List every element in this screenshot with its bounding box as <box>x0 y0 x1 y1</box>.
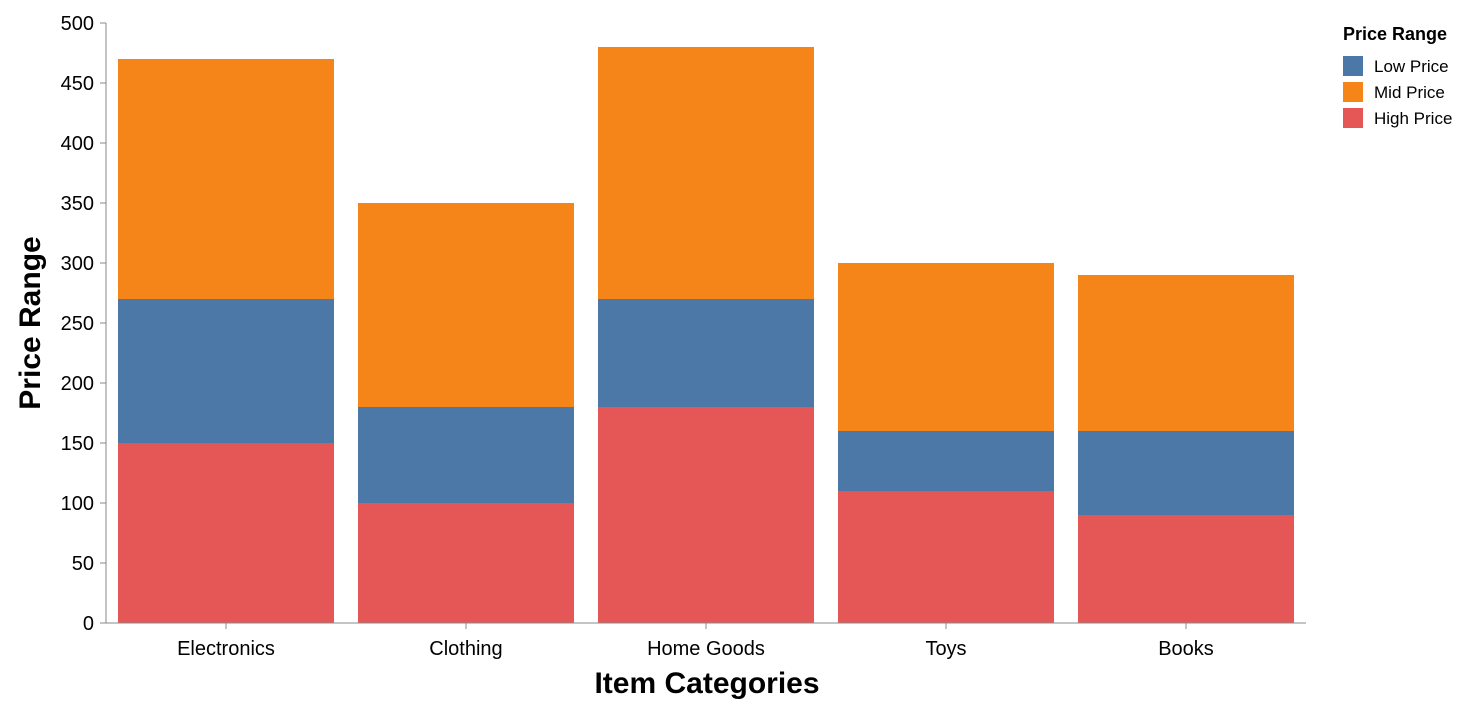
x-axis: Electronics Clothing Home Goods Toys Books <box>106 622 1306 660</box>
y-tick-label: 200 <box>61 373 94 395</box>
y-tick-label: 50 <box>72 553 94 575</box>
y-tick-label: 150 <box>61 433 94 455</box>
x-tick-label: Toys <box>925 638 966 660</box>
legend-label: Low Price <box>1374 57 1449 76</box>
bar-low-price-toys <box>838 431 1054 491</box>
bar-high-price-clothing <box>358 503 574 623</box>
bar-low-price-home-goods <box>598 299 814 407</box>
legend-label: High Price <box>1374 109 1452 128</box>
x-tick-label: Clothing <box>429 638 502 660</box>
bars-layer <box>118 47 1294 623</box>
x-tick-label: Books <box>1158 638 1214 660</box>
legend-swatch <box>1343 82 1363 102</box>
legend: Price Range Low Price Mid Price High Price <box>1343 24 1452 128</box>
bar-mid-price-electronics <box>118 59 334 299</box>
y-tick-label: 0 <box>83 613 94 635</box>
bar-low-price-electronics <box>118 299 334 443</box>
y-tick-label: 350 <box>61 193 94 215</box>
y-tick-label: 100 <box>61 493 94 515</box>
y-tick-label: 250 <box>61 313 94 335</box>
y-tick-label: 450 <box>61 73 94 95</box>
bar-mid-price-toys <box>838 263 1054 431</box>
legend-title: Price Range <box>1343 24 1447 44</box>
legend-swatch <box>1343 108 1363 128</box>
x-axis-title: Item Categories <box>594 667 819 700</box>
legend-label: Mid Price <box>1374 83 1445 102</box>
y-tick-label: 500 <box>61 13 94 35</box>
y-axis-title: Price Range <box>14 236 47 409</box>
bar-mid-price-books <box>1078 275 1294 431</box>
bar-mid-price-clothing <box>358 203 574 407</box>
x-tick-label: Home Goods <box>647 638 765 660</box>
x-tick-label: Electronics <box>177 638 275 660</box>
legend-swatch <box>1343 56 1363 76</box>
bar-high-price-home-goods <box>598 407 814 623</box>
bar-mid-price-home-goods <box>598 47 814 299</box>
bar-high-price-electronics <box>118 443 334 623</box>
y-axis: 0 50 100 150 200 250 300 350 400 450 500 <box>61 13 107 635</box>
y-tick-label: 400 <box>61 133 94 155</box>
bar-high-price-toys <box>838 491 1054 623</box>
legend-items: Low Price Mid Price High Price <box>1343 56 1452 128</box>
bar-high-price-books <box>1078 515 1294 623</box>
bar-low-price-books <box>1078 431 1294 515</box>
bar-low-price-clothing <box>358 407 574 503</box>
y-tick-label: 300 <box>61 253 94 275</box>
